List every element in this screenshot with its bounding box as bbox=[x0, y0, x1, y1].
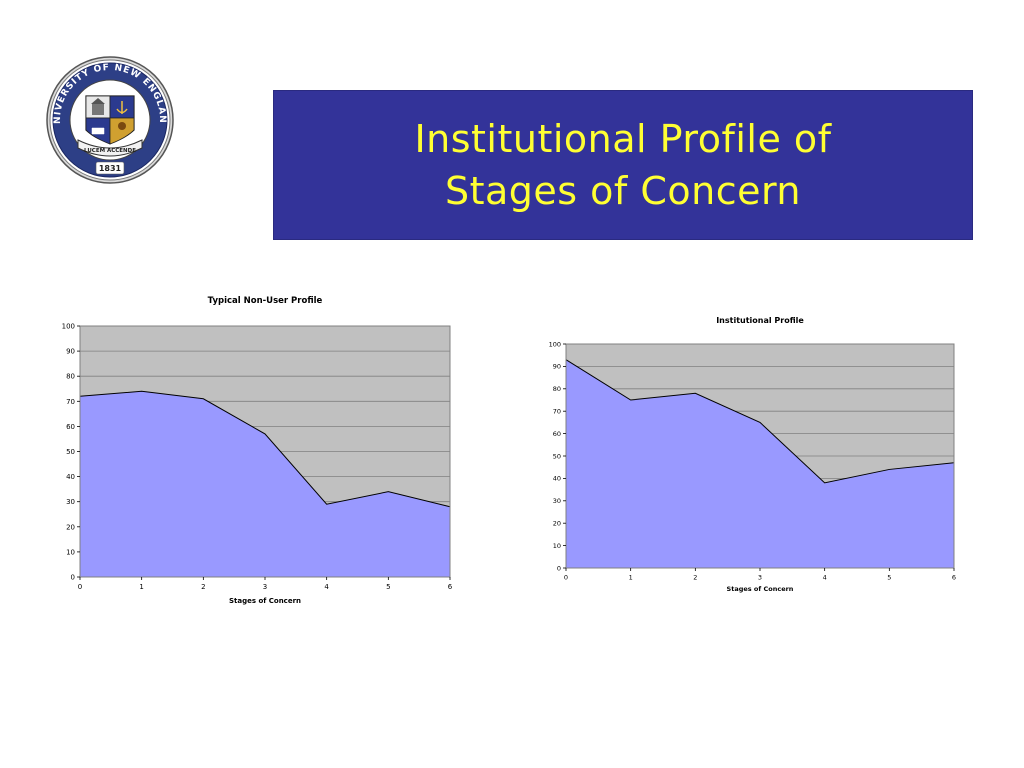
seal-year: 1831 bbox=[99, 164, 122, 173]
y-tick-label: 20 bbox=[66, 523, 75, 531]
y-tick-label: 30 bbox=[553, 497, 561, 505]
y-tick-label: 80 bbox=[553, 385, 561, 393]
x-tick-label: 1 bbox=[629, 574, 633, 582]
slide-title-line-1: Institutional Profile of bbox=[414, 117, 832, 161]
area-fill bbox=[566, 359, 954, 568]
area-fill bbox=[80, 391, 450, 577]
y-tick-label: 60 bbox=[66, 423, 75, 431]
y-tick-label: 100 bbox=[549, 340, 561, 348]
y-tick-label: 50 bbox=[66, 448, 75, 456]
x-tick-label: 1 bbox=[139, 583, 143, 591]
x-tick-label: 2 bbox=[693, 574, 697, 582]
y-tick-label: 80 bbox=[66, 373, 75, 381]
y-tick-label: 10 bbox=[66, 548, 75, 556]
chart-title: Typical Non-User Profile bbox=[208, 296, 323, 306]
y-tick-label: 100 bbox=[62, 322, 75, 330]
y-tick-label: 70 bbox=[66, 398, 75, 406]
chart-svg-institutional: Institutional Profile0102030405060708090… bbox=[549, 316, 956, 593]
series-line bbox=[79, 390, 451, 508]
x-tick-label: 6 bbox=[448, 583, 453, 591]
chart-svg-typical-non-user: Typical Non-User Profile0102030405060708… bbox=[62, 296, 453, 605]
chart-title: Institutional Profile bbox=[716, 316, 804, 325]
chart-institutional: Institutional Profile 0 10 20 30 40 50 60 70 80 90… bbox=[536, 310, 966, 600]
x-tick-label: 3 bbox=[758, 574, 762, 582]
y-tick-label: 10 bbox=[553, 542, 561, 550]
series-line bbox=[565, 359, 955, 484]
y-tick-label: 40 bbox=[66, 473, 75, 481]
y-tick-label: 20 bbox=[553, 519, 561, 527]
x-axis-label: Stages of Concern bbox=[229, 597, 301, 605]
y-tick-label: 0 bbox=[557, 564, 561, 572]
y-tick-label: 30 bbox=[66, 498, 75, 506]
x-axis-label: Stages of Concern bbox=[727, 585, 794, 593]
x-tick-label: 6 bbox=[952, 574, 956, 582]
y-tick-label: 90 bbox=[553, 363, 561, 371]
y-tick-label: 90 bbox=[66, 348, 75, 356]
y-tick-label: 70 bbox=[553, 407, 561, 415]
slide-title-line-2: Stages of Concern bbox=[444, 169, 802, 213]
x-tick-label: 5 bbox=[887, 574, 891, 582]
y-tick-label: 60 bbox=[553, 430, 561, 438]
x-tick-label: 4 bbox=[324, 583, 329, 591]
x-tick-label: 5 bbox=[386, 583, 390, 591]
title-box: Institutional Profile of Stages of Conce… bbox=[273, 90, 973, 240]
x-tick-label: 2 bbox=[201, 583, 205, 591]
svg-text:LUCEM ACCENDE: LUCEM ACCENDE bbox=[84, 148, 136, 154]
y-tick-label: 0 bbox=[71, 573, 75, 581]
x-tick-label: 3 bbox=[263, 583, 267, 591]
x-tick-label: 4 bbox=[823, 574, 827, 582]
y-tick-label: 40 bbox=[553, 475, 561, 483]
y-tick-label: 50 bbox=[553, 452, 561, 460]
university-seal-logo: UNIVERSITY OF NEW ENGLAND LUCEM ACCENDE … bbox=[42, 49, 174, 184]
x-tick-label: 0 bbox=[564, 574, 568, 582]
x-tick-label: 0 bbox=[78, 583, 82, 591]
chart-typical-non-user: Typical Non-User Profile 0 10 20 30 40 50 60 70 8… bbox=[50, 288, 470, 614]
